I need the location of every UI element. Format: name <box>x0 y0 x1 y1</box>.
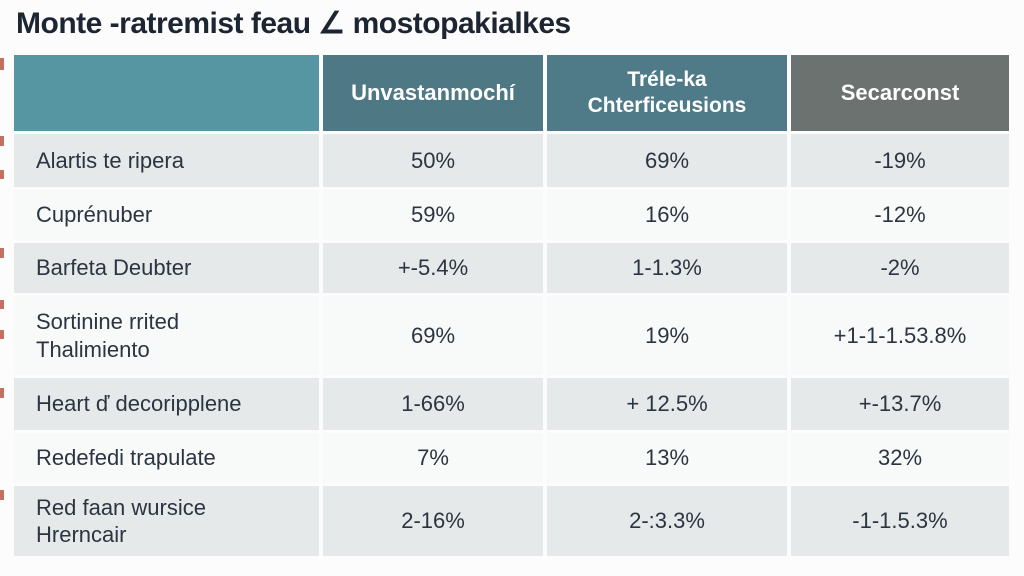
table-header-trele-ka: Tréle-ka Chterficeusions <box>547 55 787 131</box>
table-cell: +-13.7% <box>791 378 1009 430</box>
table-row-label: Cuprénuber <box>14 190 319 240</box>
edge-artifact-mark <box>0 490 4 500</box>
edge-artifact-mark <box>0 136 4 146</box>
table-cell: -1-1.5.3% <box>791 486 1009 556</box>
table-row-label: Red faan wursice Hrerncair <box>14 486 319 556</box>
table-cell: 59% <box>323 190 543 240</box>
table-cell: 2-16% <box>323 486 543 556</box>
edge-artifact-mark <box>0 330 4 339</box>
table-cell: 19% <box>547 296 787 375</box>
table-row-label: Redefedi trapulate <box>14 433 319 483</box>
table-cell: 7% <box>323 433 543 483</box>
table-cell: 13% <box>547 433 787 483</box>
table-cell: +1-1-1.53.8% <box>791 296 1009 375</box>
table-cell: 69% <box>323 296 543 375</box>
table-cell: 1-1.3% <box>547 243 787 293</box>
table-row-label: Sortinine rrited Thalimiento <box>14 296 319 375</box>
edge-artifact-mark <box>0 248 4 258</box>
table-cell: -19% <box>791 134 1009 187</box>
table-header-secarconst: Secarconst <box>791 55 1009 131</box>
edge-artifact-mark <box>0 58 4 70</box>
table-cell: 69% <box>547 134 787 187</box>
table-row-label: Heart ď decoripplene <box>14 378 319 430</box>
table-header-unvastanmochi: Unvastanmochí <box>323 55 543 131</box>
table-cell: -2% <box>791 243 1009 293</box>
table-cell: 50% <box>323 134 543 187</box>
table-header-blank <box>14 55 319 131</box>
page-title: Monte -ratremist feau ∠ mostopakialkes <box>16 7 571 40</box>
table-cell: 16% <box>547 190 787 240</box>
edge-artifact-mark <box>0 170 4 179</box>
data-table: Unvastanmochí Tréle-ka Chterficeusions S… <box>14 55 1009 556</box>
table-cell: -12% <box>791 190 1009 240</box>
table-cell: +-5.4% <box>323 243 543 293</box>
table-cell: 2-:3.3% <box>547 486 787 556</box>
table-cell: + 12.5% <box>547 378 787 430</box>
edge-artifact-mark <box>0 300 4 309</box>
table-row-label: Alartis te ripera <box>14 134 319 187</box>
table-cell: 32% <box>791 433 1009 483</box>
table-cell: 1-66% <box>323 378 543 430</box>
table-row-label: Barfeta Deubter <box>14 243 319 293</box>
edge-artifact-mark <box>0 388 4 398</box>
